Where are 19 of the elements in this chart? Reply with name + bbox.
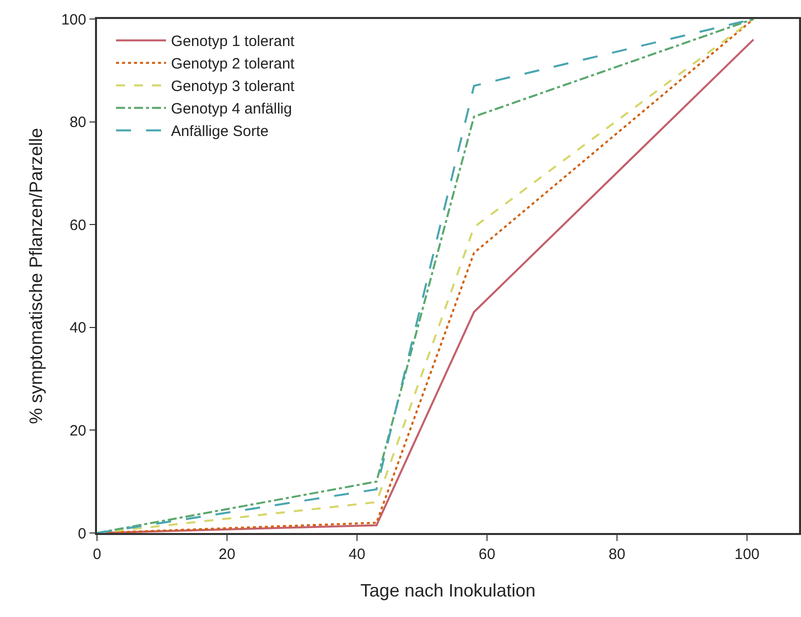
y-tick-label: 60	[70, 216, 86, 234]
y-tick-label: 0	[78, 525, 86, 542]
y-tick-label: 40	[70, 320, 86, 337]
y-tick-label: 20	[70, 422, 86, 440]
legend-label: Genotyp 2 tolerant	[171, 56, 296, 73]
x-tick-label: 20	[218, 546, 236, 563]
legend-label: Genotyp 4 anfällig	[171, 100, 292, 118]
x-tick-label: 0	[92, 546, 102, 563]
y-tick-label: 100	[61, 11, 86, 28]
legend-label: Genotyp 3 tolerant	[171, 78, 296, 96]
y-axis-title: % symptomatische Pflanzen/Parzelle	[26, 128, 46, 424]
legend-label: Anfällige Sorte	[171, 123, 269, 140]
x-tick-label: 80	[608, 546, 626, 563]
x-tick-label: 40	[348, 546, 366, 563]
legend-label: Genotyp 1 tolerant	[171, 33, 296, 50]
x-axis-title: Tage nach Inokulation	[360, 580, 536, 600]
y-tick-label: 80	[70, 114, 86, 132]
x-tick-label: 100	[734, 546, 760, 563]
x-tick-label: 60	[478, 546, 496, 563]
